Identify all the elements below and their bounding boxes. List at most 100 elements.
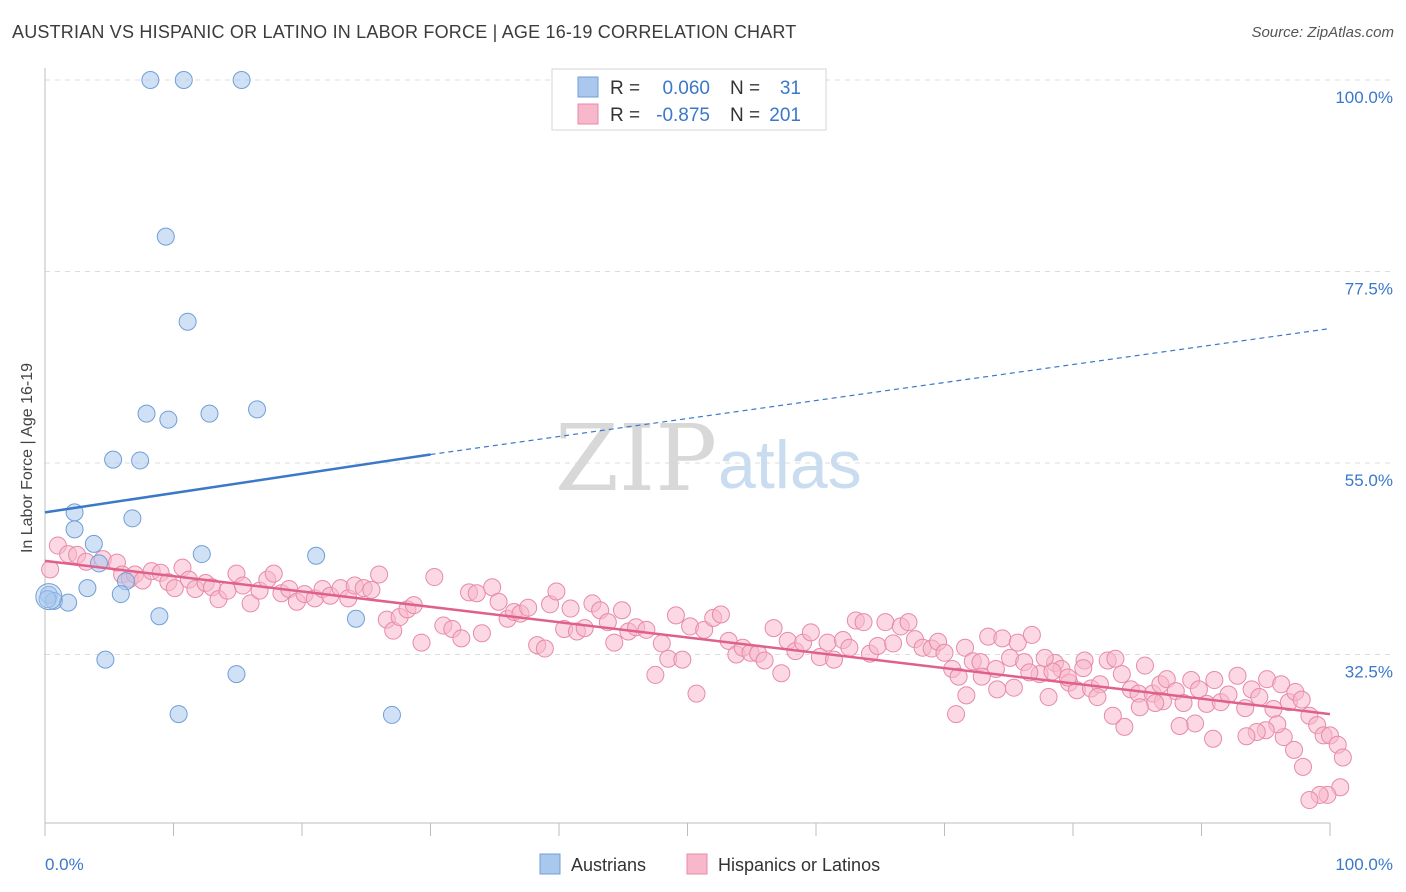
data-point — [1186, 714, 1205, 733]
data-point — [1022, 625, 1041, 644]
chart-title: AUSTRIAN VS HISPANIC OR LATINO IN LABOR … — [12, 22, 797, 42]
legend-label: Hispanics or Latinos — [718, 855, 880, 875]
data-point — [232, 71, 251, 89]
data-point — [1333, 748, 1352, 767]
data-point — [200, 404, 219, 423]
data-point — [150, 607, 169, 626]
data-point — [1294, 757, 1313, 776]
data-point — [425, 568, 444, 587]
data-point — [949, 667, 968, 686]
data-point — [884, 634, 903, 653]
trend-austrians-dashed — [430, 327, 1331, 456]
data-point — [935, 643, 954, 662]
data-point — [605, 633, 624, 652]
data-point — [535, 639, 554, 658]
data-point — [38, 590, 57, 609]
x-tick-label: 0.0% — [45, 855, 84, 874]
data-point — [818, 633, 837, 652]
data-point — [192, 545, 211, 564]
data-point — [467, 584, 486, 603]
data-point — [137, 404, 156, 423]
data-point — [111, 585, 130, 604]
legend-swatch — [539, 853, 561, 875]
data-point — [89, 554, 108, 573]
data-point — [59, 593, 78, 612]
data-point — [346, 609, 365, 628]
trend-hispanics — [44, 559, 1331, 716]
data-point — [519, 598, 538, 617]
data-point — [382, 705, 401, 724]
data-point — [840, 638, 859, 657]
data-point — [1035, 648, 1054, 667]
stats-r-label: R = — [610, 78, 640, 99]
data-point — [227, 665, 246, 684]
data-point — [755, 651, 774, 670]
data-point — [1204, 729, 1223, 748]
data-point — [159, 410, 178, 429]
data-point — [1130, 698, 1149, 717]
y-tick-label: 100.0% — [1335, 88, 1393, 107]
watermark-zip: ZIP — [555, 405, 717, 512]
data-point — [711, 605, 730, 624]
data-point — [1004, 678, 1023, 697]
data-point — [1074, 659, 1093, 678]
bottom-legend: Austrians Hispanics or Latinos — [539, 853, 880, 875]
stats-n-value: 31 — [780, 78, 801, 99]
watermark-atlas: atlas — [718, 427, 862, 503]
data-point — [1088, 688, 1107, 707]
stats-r-value: 0.060 — [662, 78, 710, 99]
data-point — [764, 619, 783, 638]
data-point — [1106, 649, 1125, 668]
data-point — [1039, 688, 1058, 707]
data-point — [1112, 665, 1131, 684]
data-point — [547, 582, 566, 601]
data-point — [1285, 740, 1304, 759]
data-point — [370, 565, 389, 584]
data-point — [131, 451, 150, 470]
data-point — [612, 601, 631, 620]
data-point — [957, 686, 976, 705]
data-point — [673, 650, 692, 669]
data-point — [1115, 717, 1134, 736]
y-tick-label: 55.0% — [1345, 471, 1393, 490]
data-point — [1250, 688, 1269, 707]
y-tick-label: 32.5% — [1345, 663, 1393, 682]
data-point — [899, 613, 918, 632]
data-point — [666, 606, 685, 625]
watermark: ZIP atlas — [555, 405, 862, 512]
data-point — [1146, 694, 1165, 713]
data-point — [178, 312, 197, 331]
stats-n-label: N = — [730, 105, 760, 126]
data-point — [561, 599, 580, 618]
data-point — [1272, 675, 1291, 694]
data-point — [637, 620, 656, 639]
data-point — [218, 581, 237, 600]
data-point — [1228, 666, 1247, 685]
data-point — [472, 624, 491, 643]
data-point-large — [35, 583, 63, 611]
data-point — [652, 634, 671, 653]
data-point — [687, 684, 706, 703]
data-point — [801, 623, 820, 642]
data-point — [156, 227, 175, 246]
data-point — [988, 680, 1007, 699]
axes — [44, 68, 1331, 836]
stats-r-value: -0.875 — [656, 105, 710, 126]
source-label: Source: ZipAtlas.com — [1251, 24, 1394, 41]
data-point — [1135, 656, 1154, 675]
x-tick-label: 100.0% — [1335, 855, 1393, 874]
data-point — [1008, 633, 1027, 652]
data-point — [1300, 791, 1319, 810]
data-point — [947, 705, 966, 724]
gridlines — [45, 79, 1395, 655]
data-point — [174, 71, 193, 89]
data-point — [84, 534, 103, 553]
stats-legend: R = 0.060 N = 31 R = -0.875 N = 201 — [551, 68, 827, 131]
data-point — [1157, 670, 1176, 689]
data-point — [165, 579, 184, 598]
data-point — [412, 633, 431, 652]
data-point — [854, 613, 873, 632]
data-point — [65, 520, 84, 539]
data-point — [489, 592, 508, 611]
